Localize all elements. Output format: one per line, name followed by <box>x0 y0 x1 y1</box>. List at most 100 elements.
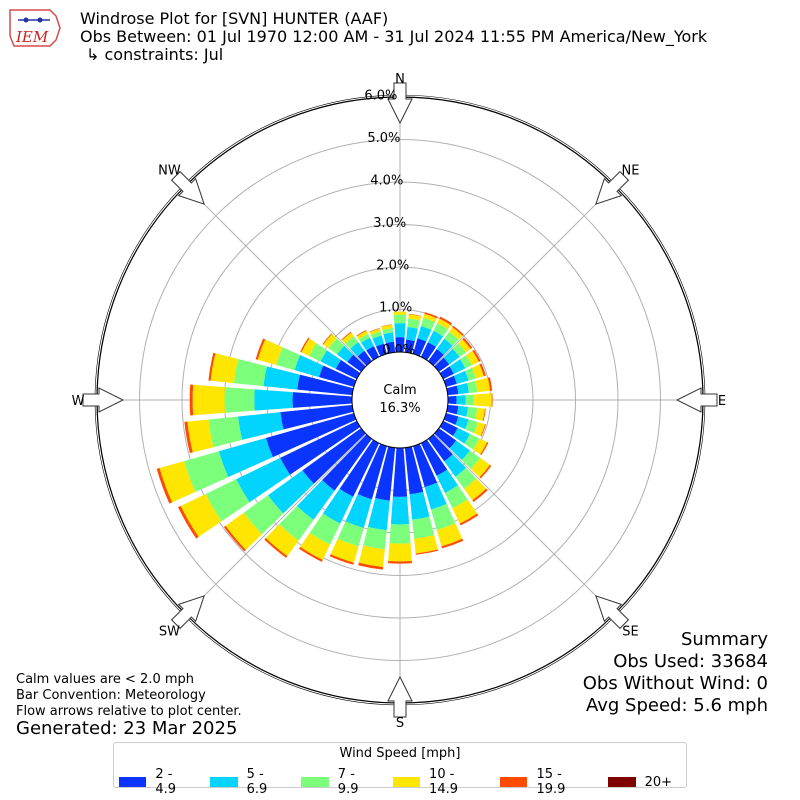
windrose-bar-segment <box>372 335 385 347</box>
windrose-bar-segment <box>388 543 412 562</box>
windrose-bar-segment <box>482 408 486 422</box>
flow-arrow-icon <box>675 387 718 413</box>
windrose-bar-segment <box>413 338 427 357</box>
radial-tick-label: 1.0% <box>379 301 412 316</box>
windrose-bar-segment <box>369 328 381 335</box>
windrose-bar-segment <box>480 442 489 456</box>
windrose-bar-segment <box>184 421 193 454</box>
iem-logo: IEM <box>6 6 66 50</box>
windrose-bar-segment <box>427 330 444 347</box>
windrose-bar-segment <box>455 416 469 430</box>
direction-label: S <box>396 716 404 731</box>
windrose-bar-segment <box>444 485 468 509</box>
windrose-bar-segment <box>267 470 314 514</box>
windrose-bar-segment <box>159 461 196 503</box>
windrose-bar-segment <box>462 337 473 350</box>
windrose-bar-segment <box>375 343 387 357</box>
windrose-bar-segment <box>335 359 361 380</box>
flow-arrows <box>82 82 718 718</box>
windrose-bar-segment <box>225 512 262 550</box>
windrose-bar-segment <box>366 346 380 361</box>
windrose-bar-segment <box>446 404 459 415</box>
windrose-bar-segment <box>475 407 485 421</box>
windrose-bar-segment <box>223 525 246 552</box>
windrose-bar-segment <box>455 467 477 489</box>
windrose-bar-segment <box>474 422 486 437</box>
windrose-bar-segment <box>370 331 382 339</box>
windrose-bar-segment <box>280 404 354 430</box>
windrose-bar-segment <box>276 347 301 371</box>
windrose-bar-segment <box>308 343 327 362</box>
legend-label: 20+ <box>644 774 673 790</box>
legend-swatch <box>607 777 636 787</box>
windrose-bar-segment <box>189 384 194 416</box>
flow-arrow-icon <box>387 82 413 125</box>
windrose-bar-segment <box>345 336 359 349</box>
windrose-bar-segment <box>383 332 395 344</box>
windrose-bar-segment <box>456 383 469 395</box>
windrose-bar-segment <box>192 384 225 416</box>
windrose-bar-segment <box>408 313 422 317</box>
flow-arrow-icon <box>387 675 413 718</box>
windrose-bar-segment <box>434 428 457 449</box>
flow-note: Flow arrows relative to plot center. <box>16 704 242 719</box>
direction-label: N <box>395 72 405 87</box>
windrose-bar-segment <box>428 349 444 366</box>
windrose-bar-segment <box>423 313 437 323</box>
windrose-bar-segment <box>472 364 484 379</box>
windrose-bar-segment <box>475 377 491 393</box>
windrose-bar-segment <box>322 434 372 491</box>
legend-label: 10 - 14.9 <box>429 767 458 797</box>
direction-label: W <box>72 394 85 409</box>
windrose-bar-segment <box>443 375 457 387</box>
windrose-bar-segment <box>472 488 488 503</box>
windrose-bar-segment <box>465 419 479 434</box>
calm-label: Calm <box>383 383 416 398</box>
legend-item: 20+ <box>607 767 673 797</box>
windrose-bar-segment <box>479 464 492 479</box>
direction-label: E <box>718 394 726 409</box>
calm-circle: Calm 16.3% <box>351 351 449 449</box>
windrose-bar-segment <box>156 468 173 504</box>
windrose-bar-segment <box>265 524 299 557</box>
windrose-bar-segment <box>447 395 457 405</box>
windrose-bar-segment <box>393 311 407 315</box>
windrose-bar-segment <box>254 389 293 411</box>
legend-swatch <box>301 777 329 787</box>
windrose-bar-segment <box>474 393 492 407</box>
legend-label: 15 - 19.9 <box>536 767 566 797</box>
windrose-bar-segment <box>367 498 390 531</box>
windrose-bar-segment <box>441 538 464 549</box>
windrose-bar-segment <box>309 513 341 545</box>
legend-item: 10 - 14.9 <box>392 767 486 797</box>
flow-arrow-icon <box>82 387 125 413</box>
windrose-bar-segment <box>446 385 459 396</box>
chart-title: Windrose Plot for [SVN] HUNTER (AAF) <box>80 9 389 28</box>
windrose-bar-segment <box>330 538 359 563</box>
windrose-bar-segment <box>453 427 470 444</box>
windrose-bar-segment <box>436 523 463 547</box>
windrose-bar-segment <box>460 355 472 369</box>
legend-swatch <box>500 777 528 787</box>
windrose-bar-segment <box>443 413 459 425</box>
legend: Wind Speed [mph] 2 - 4.9 5 - 6.9 7 - 9.9 10… <box>113 742 687 797</box>
chart-subtitle-constraints: ↳ constraints: Jul <box>86 45 224 64</box>
windrose-bar-segment <box>300 337 310 353</box>
windrose-bar-segment <box>456 405 469 417</box>
radial-tick-label: 3.0% <box>373 216 406 231</box>
windrose-bar-segment <box>459 513 479 526</box>
windrose-bar-segment <box>409 491 430 520</box>
windrose-bar-segment <box>328 338 345 355</box>
radial-tick-label: 4.0% <box>370 174 403 189</box>
windrose-bar-segment <box>381 324 393 330</box>
windrose-bar-segment <box>357 350 372 366</box>
flow-arrow-icon <box>170 595 205 630</box>
windrose-bar-segment <box>417 326 432 342</box>
radial-tick-label: 5.0% <box>367 131 400 146</box>
windrose-bar-segment <box>347 354 366 372</box>
windrose-bar-segment <box>389 524 411 544</box>
windrose-bar-segment <box>390 496 410 525</box>
summary-obs-without-wind: Obs Without Wind: 0 <box>582 673 768 694</box>
windrose-bar-segment <box>263 366 300 390</box>
